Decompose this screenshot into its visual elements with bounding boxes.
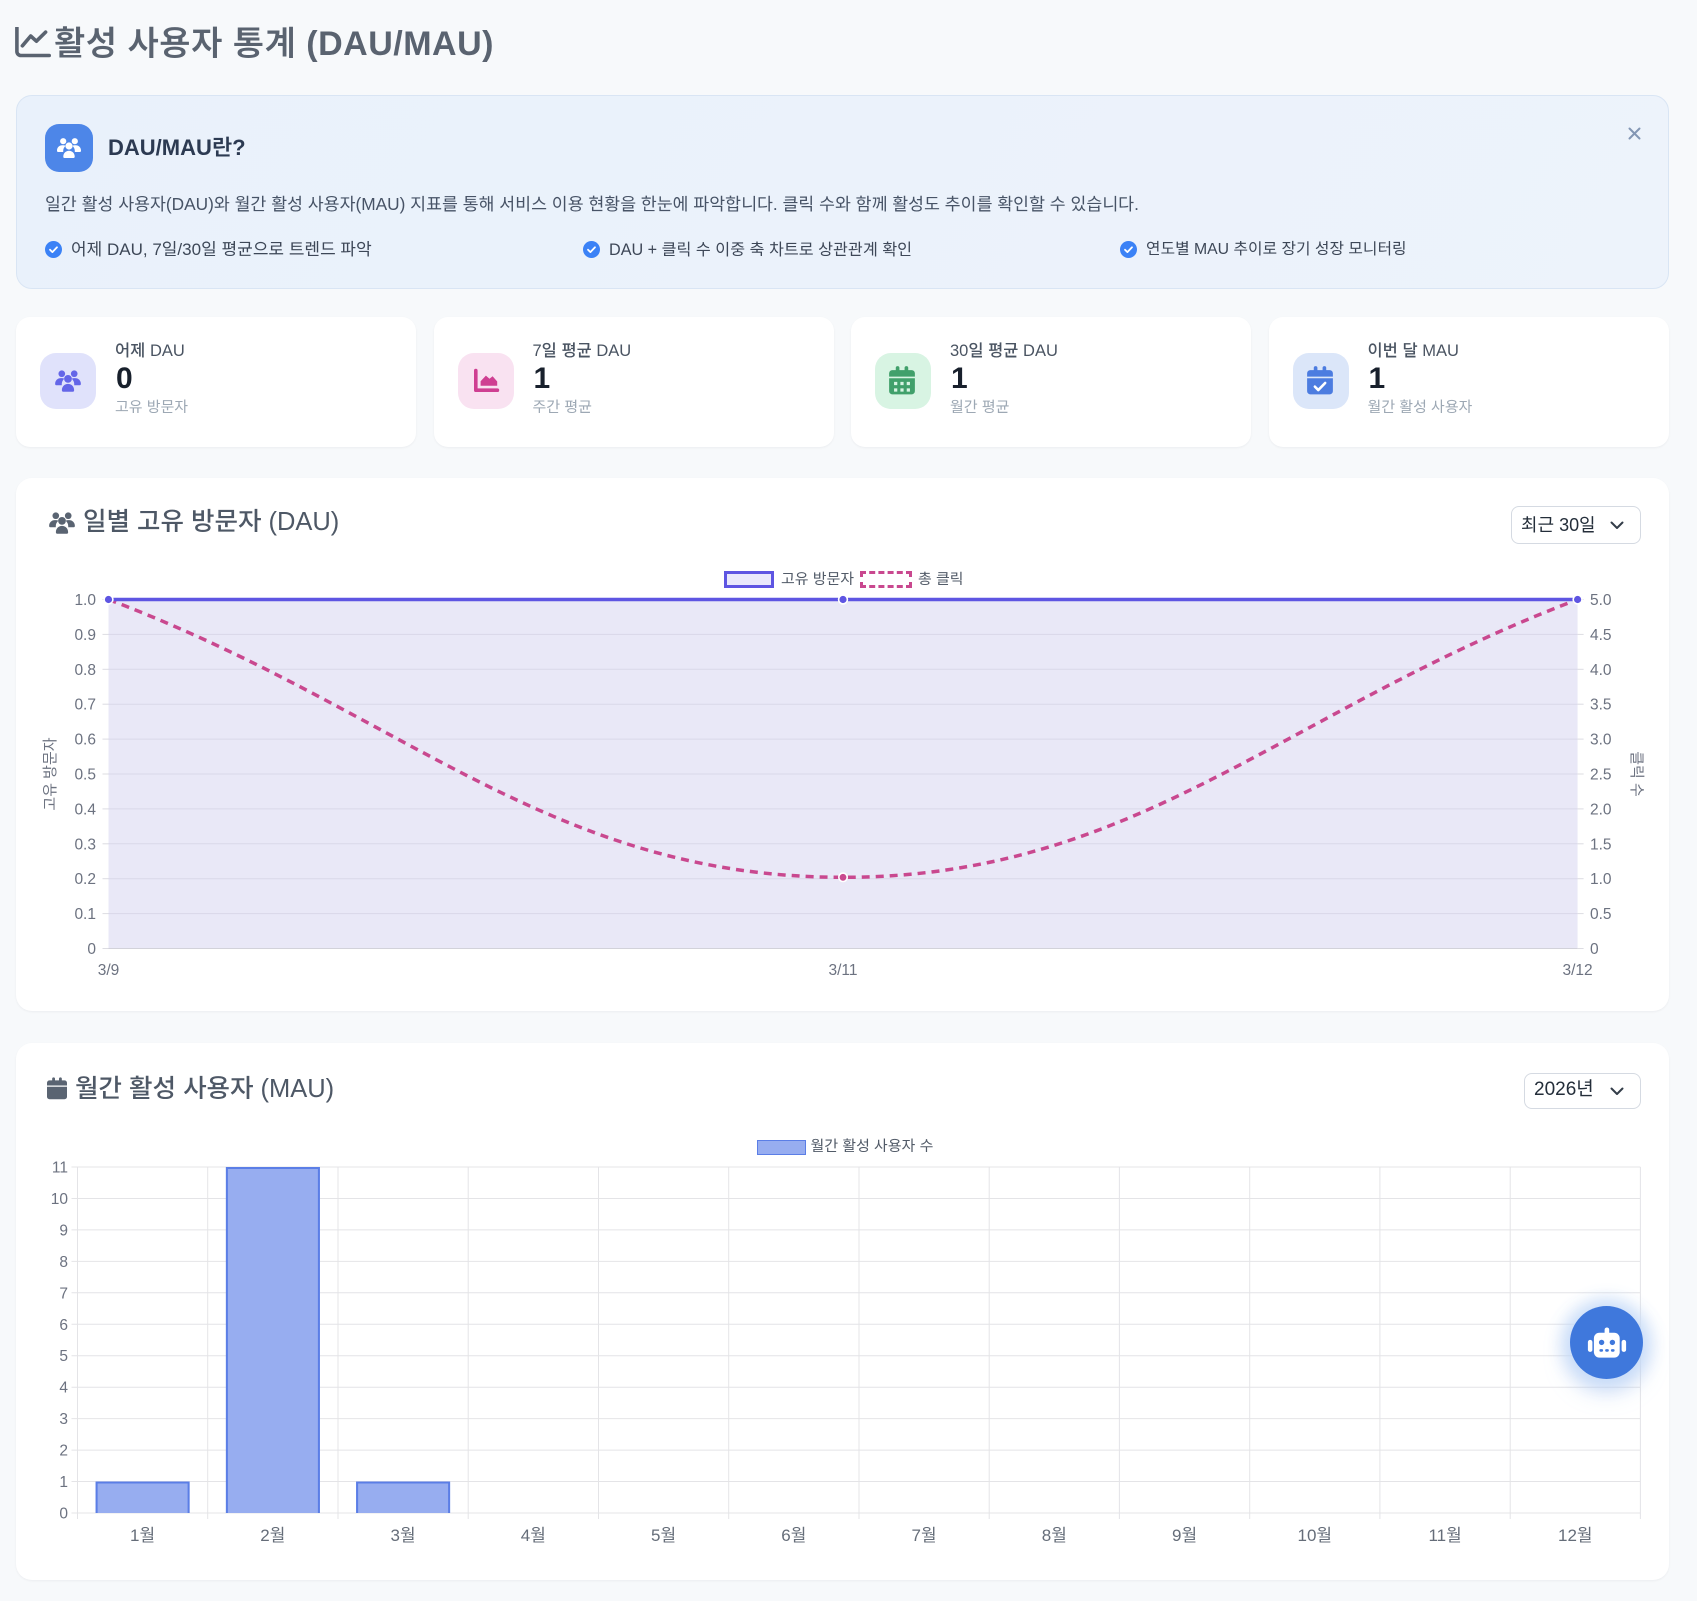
- svg-text:0.9: 0.9: [74, 627, 96, 644]
- svg-text:6: 6: [59, 1317, 68, 1334]
- svg-text:3.5: 3.5: [1590, 697, 1612, 714]
- svg-text:8월: 8월: [1042, 1526, 1067, 1545]
- svg-text:7월: 7월: [912, 1526, 937, 1545]
- svg-text:0.3: 0.3: [74, 836, 96, 853]
- svg-text:9월: 9월: [1172, 1526, 1197, 1545]
- svg-text:4.0: 4.0: [1590, 662, 1612, 679]
- svg-text:10월: 10월: [1298, 1526, 1333, 1545]
- svg-text:6월: 6월: [781, 1526, 806, 1545]
- svg-text:1: 1: [59, 1474, 68, 1491]
- svg-text:10: 10: [51, 1191, 69, 1208]
- svg-text:3: 3: [59, 1411, 68, 1428]
- svg-text:11: 11: [52, 1160, 68, 1177]
- svg-text:4.5: 4.5: [1590, 627, 1612, 644]
- svg-text:2월: 2월: [260, 1526, 285, 1545]
- svg-text:2.0: 2.0: [1590, 801, 1612, 818]
- svg-text:1.0: 1.0: [74, 592, 96, 609]
- svg-text:클릭 수: 클릭 수: [1628, 751, 1645, 797]
- svg-text:1월: 1월: [130, 1526, 155, 1545]
- svg-text:9: 9: [59, 1222, 68, 1239]
- svg-text:0.5: 0.5: [74, 767, 96, 784]
- svg-text:0: 0: [59, 1506, 68, 1523]
- svg-text:고유 방문자: 고유 방문자: [42, 737, 59, 810]
- svg-text:0.8: 0.8: [74, 662, 96, 679]
- svg-text:0.1: 0.1: [74, 906, 96, 923]
- svg-text:0.4: 0.4: [74, 801, 96, 818]
- svg-text:12월: 12월: [1558, 1526, 1593, 1545]
- svg-text:3.0: 3.0: [1590, 732, 1612, 749]
- svg-text:5월: 5월: [651, 1526, 676, 1545]
- svg-text:0.5: 0.5: [1590, 906, 1612, 923]
- svg-text:4월: 4월: [521, 1526, 546, 1545]
- svg-text:11월: 11월: [1428, 1526, 1461, 1545]
- svg-text:3/11: 3/11: [828, 962, 857, 979]
- svg-text:4: 4: [59, 1380, 68, 1397]
- svg-text:3/12: 3/12: [1563, 962, 1593, 979]
- svg-text:8: 8: [59, 1254, 68, 1271]
- svg-text:2: 2: [59, 1443, 68, 1460]
- svg-text:0: 0: [1590, 941, 1599, 958]
- svg-text:0.6: 0.6: [74, 732, 96, 749]
- svg-text:2.5: 2.5: [1590, 767, 1612, 784]
- svg-text:5: 5: [59, 1348, 68, 1365]
- svg-text:7: 7: [59, 1285, 68, 1302]
- svg-text:1.0: 1.0: [1590, 871, 1612, 888]
- svg-text:0.2: 0.2: [74, 871, 96, 888]
- svg-text:1.5: 1.5: [1590, 836, 1612, 853]
- svg-text:3/9: 3/9: [98, 962, 120, 979]
- svg-text:5.0: 5.0: [1590, 592, 1612, 609]
- svg-text:0.7: 0.7: [74, 697, 96, 714]
- svg-text:3월: 3월: [391, 1526, 416, 1545]
- svg-text:0: 0: [87, 941, 96, 958]
